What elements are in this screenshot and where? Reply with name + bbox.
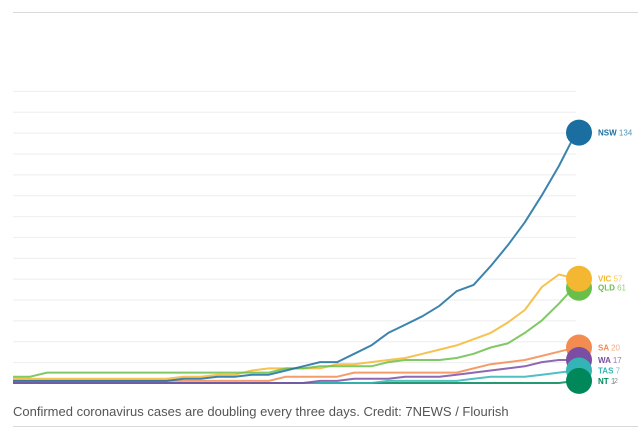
end-label-nsw: NSW 134 — [598, 129, 633, 138]
series-line-nsw — [13, 132, 577, 382]
end-label-tas: TAS 7 — [598, 367, 621, 376]
end-markers — [566, 119, 592, 394]
gridlines — [13, 90, 576, 364]
chart-caption: Confirmed coronavirus cases are doubling… — [13, 404, 509, 419]
end-label-vic: VIC 57 — [598, 275, 623, 284]
end-marker-nt — [566, 367, 592, 394]
top-divider — [13, 12, 638, 13]
series-lines — [13, 132, 577, 384]
end-label-nt: NT 1 — [598, 377, 616, 386]
bottom-divider — [13, 426, 638, 427]
end-marker-vic — [566, 265, 592, 292]
extra-annotation: 2 — [614, 378, 618, 385]
end-marker-nsw — [566, 119, 592, 146]
end-label-wa: WA 17 — [598, 356, 622, 365]
series-line-wa — [13, 359, 576, 384]
end-label-qld: QLD 61 — [598, 284, 627, 293]
end-label-sa: SA 20 — [598, 344, 620, 353]
